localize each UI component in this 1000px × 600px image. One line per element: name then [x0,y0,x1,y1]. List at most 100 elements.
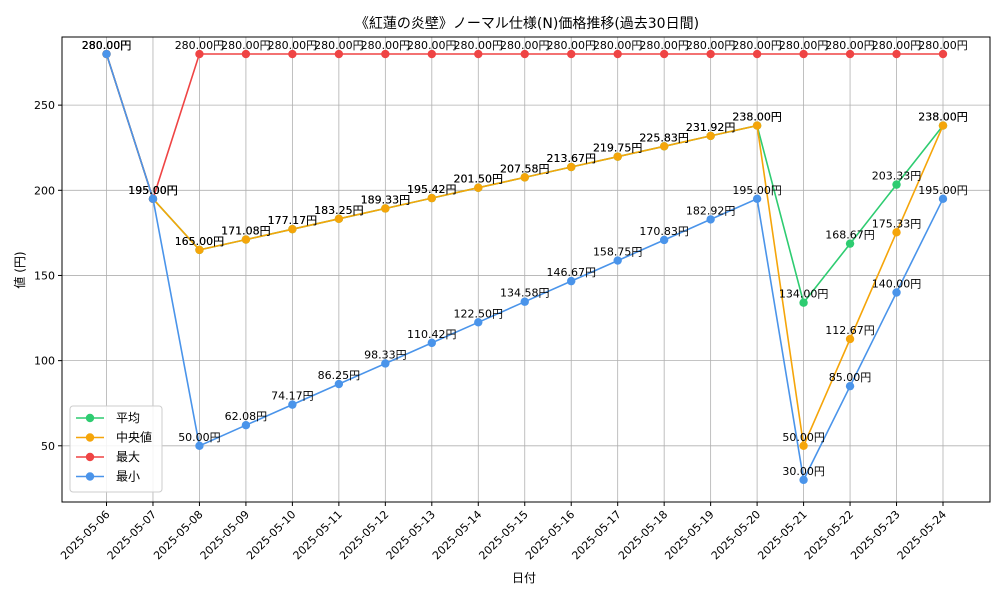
data-point [799,441,808,450]
data-point [427,49,437,59]
data-point [474,318,483,327]
data-label: 201.50円 [454,173,504,186]
data-point [241,49,251,59]
data-label: 177.17円 [268,214,318,227]
data-label: 280.00円 [686,39,736,52]
data-label: 213.67円 [546,152,596,165]
y-tick-label: 200 [34,184,55,197]
data-point [474,183,483,192]
data-label: 280.00円 [872,39,922,52]
legend-item: 平均 [76,411,140,425]
data-point [427,193,437,203]
data-label: 74.17円 [271,390,314,403]
data-label: 146.67円 [546,266,596,279]
data-label: 280.00円 [175,39,225,52]
data-label: 238.00円 [732,111,782,124]
series-lines [102,49,948,485]
data-point [706,215,715,224]
data-point [613,152,622,161]
x-tick-label: 2025-05-24 [895,508,949,562]
data-label: 134.00円 [779,288,829,301]
data-point [474,49,483,59]
data-label: 182.92円 [686,204,736,217]
data-point [520,173,529,182]
data-point [195,49,204,59]
data-point [427,338,437,348]
legend-item: 最小 [76,470,140,484]
data-label: 195.00円 [918,184,968,197]
data-label: 280.00円 [268,39,318,52]
data-label: 183.25円 [314,204,364,217]
data-label: 50.00円 [782,431,825,444]
data-point [381,49,390,59]
data-label: 280.00円 [221,39,271,52]
data-label: 238.00円 [918,111,968,124]
x-axis-ticks: 2025-05-062025-05-072025-05-082025-05-09… [58,502,949,562]
data-point [567,162,576,172]
data-label: 171.08円 [221,225,271,238]
data-label: 280.00円 [825,39,875,52]
data-label: 171.08円 [221,225,271,238]
data-label: 280.00円 [82,39,132,52]
data-point [659,235,669,245]
data-point [195,441,204,450]
data-label: 140.00円 [872,277,922,290]
data-point [381,204,390,213]
data-label: 280.00円 [82,39,132,52]
legend-label: 平均 [116,411,140,425]
data-label: 168.67円 [825,229,875,242]
legend-label: 中央値 [116,430,152,445]
data-label: 195.42円 [407,183,457,196]
data-point [613,49,622,59]
data-point [241,235,251,244]
y-tick-label: 150 [34,269,55,282]
data-point [845,239,855,248]
data-label: 98.33円 [364,348,407,361]
data-point [520,49,529,59]
data-label: 86.25円 [318,369,361,382]
data-label: 50.00円 [178,431,221,444]
data-point [567,276,576,286]
data-label: 170.83円 [639,225,689,238]
data-point [845,381,855,391]
data-point [659,49,669,59]
data-label: 203.33円 [872,170,922,183]
legend-label: 最小 [116,470,140,484]
data-label: 30.00円 [782,465,825,478]
data-point [613,256,622,265]
data-label: 280.00円 [546,39,596,52]
data-point [799,298,808,307]
data-point [334,49,344,59]
data-label: 134.58円 [500,287,550,300]
data-point [892,228,901,237]
data-label: 195.00円 [128,184,178,197]
data-point [938,121,948,130]
data-label: 195.00円 [732,184,782,197]
data-point [752,194,762,204]
data-label: 280.00円 [779,39,829,52]
legend-marker [85,472,95,481]
legend-label: 最大 [116,450,140,464]
legend-item: 最大 [76,450,140,464]
data-label: 231.92円 [686,121,736,134]
data-label: 85.00円 [829,371,872,384]
data-label: 238.00円 [732,111,782,124]
data-point [892,288,901,297]
data-point [567,49,576,59]
legend-marker [85,433,95,442]
data-label: 225.83円 [639,131,689,144]
data-label: 280.00円 [407,39,457,52]
data-label: 177.17円 [268,214,318,227]
data-point [659,142,669,151]
data-label: 280.00円 [454,39,504,52]
series-最小 [102,49,948,485]
data-point [845,49,855,59]
data-point [706,131,715,141]
data-label: 195.42円 [407,183,457,196]
data-label: 213.67円 [546,152,596,165]
chart-title: 《紅蓮の炎壁》ノーマル仕様(N)価格推移(過去30日間) [355,16,699,32]
data-point [241,421,251,430]
data-label: 189.33円 [361,193,411,206]
data-point [892,180,901,189]
